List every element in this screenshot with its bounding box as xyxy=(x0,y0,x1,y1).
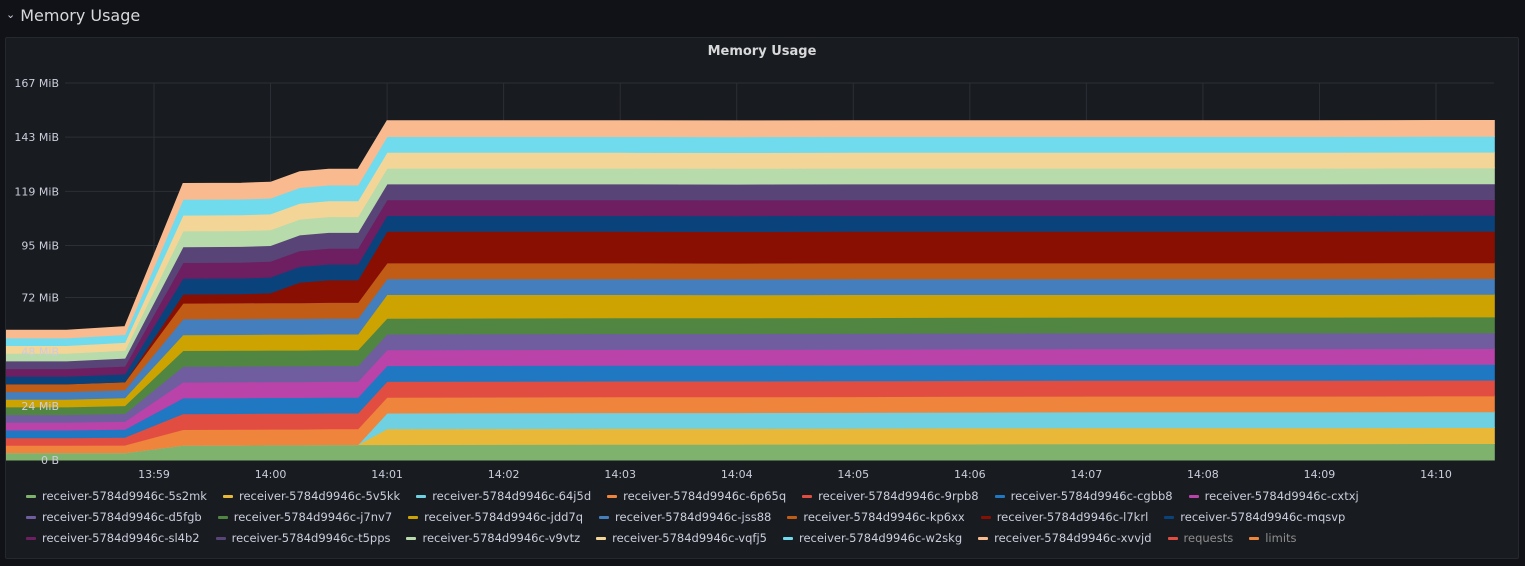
legend-label: receiver-5784d9946c-vqfj5 xyxy=(612,531,767,545)
memory-usage-panel: Memory Usage 0 B 24 MiB 48 MiB 72 MiB 95 MiB… xyxy=(5,37,1519,559)
y-tick-label: 72 MiB xyxy=(21,291,59,304)
legend-label: receiver-5784d9946c-mqsvp xyxy=(1180,510,1346,524)
series-area-5s2mk[interactable] xyxy=(6,443,1495,461)
legend-swatch xyxy=(994,494,1005,498)
series-area-xvvjd[interactable] xyxy=(6,120,1495,339)
legend-item[interactable]: receiver-5784d9946c-cxtxj xyxy=(1188,488,1359,504)
legend-label: receiver-5784d9946c-d5fgb xyxy=(42,510,202,524)
x-tick-label: 13:59 xyxy=(138,468,170,478)
legend-swatch xyxy=(596,536,607,540)
legend-label: receiver-5784d9946c-w2skg xyxy=(798,531,963,545)
legend-item[interactable]: receiver-5784d9946c-5v5kk xyxy=(222,488,401,504)
chevron-down-icon[interactable]: ⌄ xyxy=(6,7,16,21)
x-tick-label: 14:04 xyxy=(721,468,753,478)
x-tick-label: 14:05 xyxy=(837,468,869,478)
axes: 0 B 24 MiB 48 MiB 72 MiB 95 MiB 119 MiB 143 Mi… xyxy=(14,77,1451,478)
legend-label: receiver-5784d9946c-jdd7q xyxy=(424,510,584,524)
legend-swatch xyxy=(1167,536,1178,540)
legend-label: receiver-5784d9946c-kp6xx xyxy=(803,510,965,524)
legend-label: receiver-5784d9946c-v9vtz xyxy=(422,531,581,545)
panel-title: Memory Usage xyxy=(707,44,817,59)
legend-item[interactable]: receiver-5784d9946c-6p65q xyxy=(607,488,786,504)
legend-label: receiver-5784d9946c-64j5d xyxy=(432,489,592,503)
legend-item[interactable]: receiver-5784d9946c-w2skg xyxy=(782,530,963,546)
legend-swatch xyxy=(217,515,228,519)
legend-label: receiver-5784d9946c-5v5kk xyxy=(238,489,401,503)
legend-swatch xyxy=(1164,515,1175,519)
legend-swatch xyxy=(406,536,417,540)
legend-swatch xyxy=(978,536,989,540)
legend-label: receiver-5784d9946c-cxtxj xyxy=(1204,489,1359,503)
legend-swatch xyxy=(782,536,793,540)
legend-item[interactable]: receiver-5784d9946c-j7nv7 xyxy=(217,509,393,525)
legend-item[interactable]: receiver-5784d9946c-64j5d xyxy=(416,488,591,504)
y-tick-label: 143 MiB xyxy=(14,131,59,144)
legend-item[interactable]: receiver-5784d9946c-l7krl xyxy=(980,509,1149,525)
legend-item[interactable]: receiver-5784d9946c-vqfj5 xyxy=(596,530,767,546)
legend-swatch xyxy=(1249,536,1260,540)
legend-item[interactable]: receiver-5784d9946c-xvvjd xyxy=(978,530,1152,546)
legend-item[interactable]: limits xyxy=(1249,530,1297,546)
row-title: Memory Usage xyxy=(20,5,141,25)
x-tick-label: 14:01 xyxy=(371,468,403,478)
y-tick-label: 48 MiB xyxy=(21,346,59,359)
x-tick-label: 14:07 xyxy=(1071,468,1103,478)
legend-swatch xyxy=(26,515,36,519)
x-tick-label: 14:02 xyxy=(488,468,520,478)
legend-item[interactable]: receiver-5784d9946c-jdd7q xyxy=(408,509,583,525)
x-tick-label: 14:10 xyxy=(1420,468,1452,478)
legend-label: receiver-5784d9946c-l7krl xyxy=(996,510,1149,524)
legend-swatch xyxy=(26,494,36,498)
legend-label: receiver-5784d9946c-6p65q xyxy=(623,489,787,503)
legend-item[interactable]: receiver-5784d9946c-9rpb8 xyxy=(802,488,979,504)
legend-swatch xyxy=(215,536,226,540)
legend-item[interactable]: receiver-5784d9946c-mqsvp xyxy=(1164,509,1345,525)
legend-label: receiver-5784d9946c-cgbb8 xyxy=(1010,489,1173,503)
x-tick-label: 14:06 xyxy=(954,468,986,478)
legend-swatch xyxy=(599,515,610,519)
legend-label: receiver-5784d9946c-5s2mk xyxy=(42,489,207,503)
legend-label: requests xyxy=(1183,531,1234,545)
legend-swatch xyxy=(1188,494,1199,498)
legend-item[interactable]: receiver-5784d9946c-5s2mk xyxy=(26,488,207,504)
y-tick-label: 0 B xyxy=(41,454,59,467)
stacked-areas xyxy=(6,120,1495,461)
legend-label: receiver-5784d9946c-9rpb8 xyxy=(818,489,979,503)
legend-swatch xyxy=(26,536,36,540)
legend-swatch xyxy=(802,494,813,498)
legend-label: limits xyxy=(1265,531,1297,545)
x-tick-label: 14:09 xyxy=(1304,468,1336,478)
y-tick-label: 167 MiB xyxy=(14,77,59,90)
x-tick-label: 14:08 xyxy=(1187,468,1219,478)
legend-item[interactable]: receiver-5784d9946c-d5fgb xyxy=(26,509,202,525)
legend-item[interactable]: receiver-5784d9946c-t5pps xyxy=(215,530,391,546)
legend-swatch xyxy=(607,494,618,498)
legend-label: receiver-5784d9946c-j7nv7 xyxy=(233,510,393,524)
legend-item[interactable]: receiver-5784d9946c-kp6xx xyxy=(787,509,965,525)
y-tick-label: 119 MiB xyxy=(14,185,59,198)
legend-item[interactable]: receiver-5784d9946c-jss88 xyxy=(599,509,771,525)
y-tick-label: 24 MiB xyxy=(21,400,59,413)
legend-swatch xyxy=(787,515,798,519)
legend-swatch xyxy=(222,494,233,498)
legend-item[interactable]: requests xyxy=(1167,530,1234,546)
legend-label: receiver-5784d9946c-xvvjd xyxy=(994,531,1152,545)
legend-label: receiver-5784d9946c-jss88 xyxy=(615,510,772,524)
legend-swatch xyxy=(980,515,991,519)
chart-legend: receiver-5784d9946c-5s2mk receiver-5784d9… xyxy=(26,488,1496,546)
legend-item[interactable]: receiver-5784d9946c-sl4b2 xyxy=(26,530,200,546)
x-tick-label: 14:00 xyxy=(255,468,287,478)
legend-label: receiver-5784d9946c-sl4b2 xyxy=(42,531,200,545)
legend-item[interactable]: receiver-5784d9946c-v9vtz xyxy=(406,530,580,546)
legend-swatch xyxy=(416,494,427,498)
x-tick-label: 14:03 xyxy=(604,468,636,478)
memory-usage-chart[interactable]: 0 B 24 MiB 48 MiB 72 MiB 95 MiB 119 MiB 143 Mi… xyxy=(6,38,1518,478)
legend-swatch xyxy=(408,515,419,519)
y-tick-label: 95 MiB xyxy=(21,240,59,253)
row-header[interactable]: ⌄ Memory Usage xyxy=(6,4,140,26)
legend-label: receiver-5784d9946c-t5pps xyxy=(231,531,391,545)
legend-item[interactable]: receiver-5784d9946c-cgbb8 xyxy=(994,488,1173,504)
